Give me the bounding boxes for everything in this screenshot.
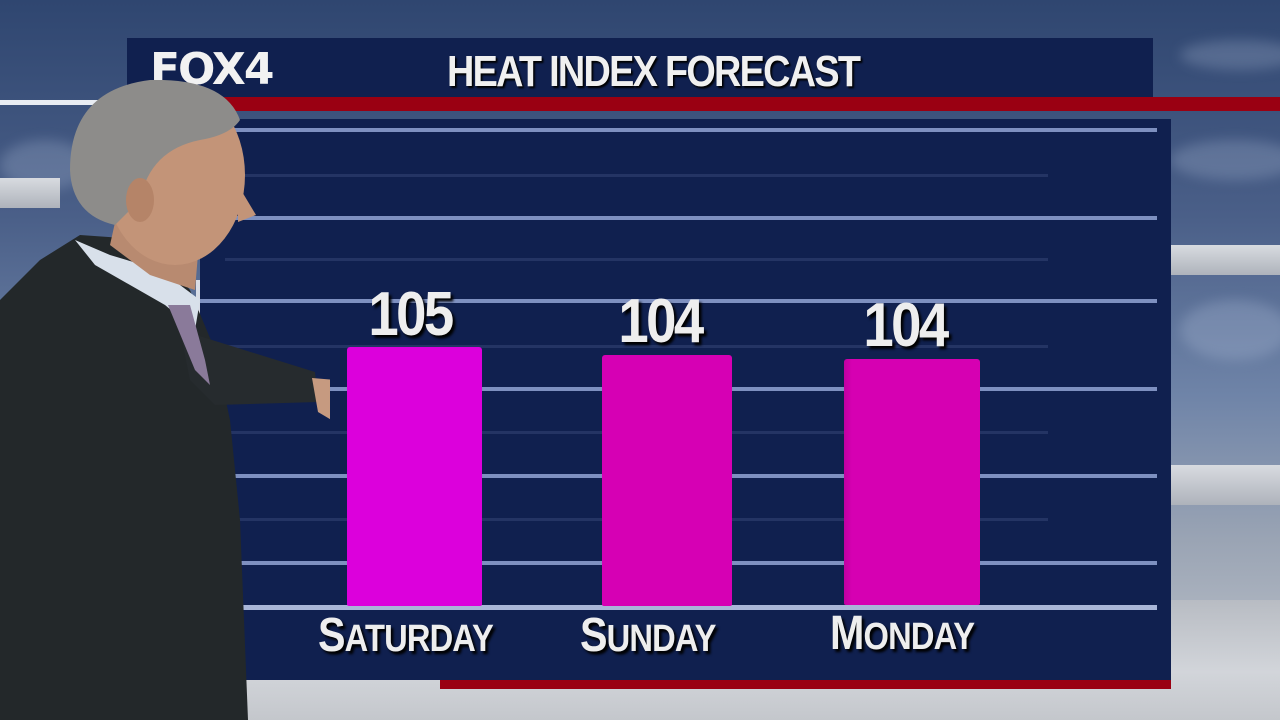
bar-monday xyxy=(844,359,980,605)
label-rest: ONDAY xyxy=(863,616,976,658)
category-label-sunday: SUNDAY xyxy=(580,612,716,671)
background-cloud xyxy=(1180,40,1280,70)
footer-red-stripe xyxy=(440,680,1171,689)
studio-set-rail xyxy=(0,178,60,208)
label-rest: UNDAY xyxy=(606,618,717,660)
label-rest: ATURDAY xyxy=(344,618,494,660)
gridline-minor xyxy=(225,258,1048,261)
background-cloud xyxy=(1180,300,1280,360)
category-label-saturday: SATURDAY xyxy=(318,609,494,671)
value-label-monday: 104 xyxy=(863,291,949,360)
chart-baseline xyxy=(200,605,1157,610)
value-label-saturday: 105 xyxy=(368,280,454,349)
studio-set-rail xyxy=(1171,465,1280,505)
label-initial: S xyxy=(580,609,608,662)
gridline xyxy=(200,299,1157,303)
gridline-minor xyxy=(225,345,1048,348)
gridline xyxy=(225,128,1157,132)
category-label-monday: MONDAY xyxy=(830,607,976,669)
value-label-sunday: 104 xyxy=(618,287,704,356)
gridline-minor xyxy=(225,174,1048,177)
chart-title: HEAT INDEX FORECAST xyxy=(447,47,861,96)
gridline xyxy=(225,216,1157,220)
background-cloud xyxy=(1170,140,1280,180)
meteorologist-presenter xyxy=(0,80,330,720)
header-red-stripe xyxy=(212,97,1280,111)
label-initial: S xyxy=(318,609,346,662)
studio-set-rail xyxy=(1171,245,1280,275)
bar-sunday xyxy=(602,355,732,606)
label-initial: M xyxy=(830,607,864,660)
bar-saturday xyxy=(347,347,482,606)
title-bar xyxy=(127,38,1153,97)
